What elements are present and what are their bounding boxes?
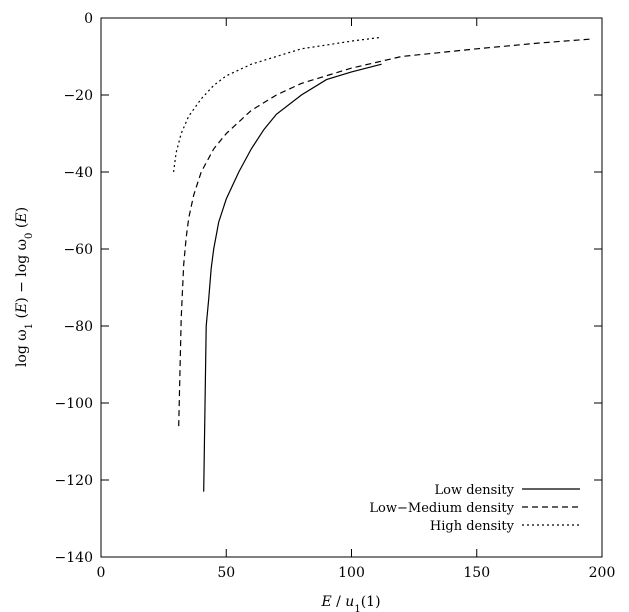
- x-tick-label: 0: [97, 565, 106, 581]
- series-line-dotted: [173, 36, 382, 173]
- y-tick-label: −140: [55, 550, 93, 566]
- y-tick-label: −120: [55, 473, 93, 489]
- legend-label: Low−Medium density: [369, 501, 514, 516]
- series-line-dashed: [178, 38, 590, 427]
- x-tick-label: 200: [589, 565, 616, 581]
- legend-label: High density: [430, 519, 515, 534]
- plot-frame: [100, 17, 603, 558]
- x-tick-label: 50: [217, 565, 235, 581]
- y-axis-label: log ω1 (E) − log ω0 (E): [14, 207, 35, 367]
- y-tick-label: −60: [63, 242, 93, 258]
- series-line-solid: [203, 63, 382, 492]
- legend: Low density Low−Medium density High densit…: [369, 483, 580, 534]
- y-tick-label: −20: [63, 88, 93, 104]
- y-tick-label: −100: [55, 396, 93, 412]
- x-axis-ticks: 0 50 100 150 200: [97, 18, 616, 581]
- y-axis-ticks: 0 −20 −40 −60 −80 −100 −120 −140: [55, 11, 602, 566]
- legend-label: Low density: [434, 483, 514, 498]
- y-tick-label: −40: [63, 165, 93, 181]
- x-axis-label: E / u1(1): [320, 594, 380, 612]
- y-tick-label: 0: [84, 11, 93, 27]
- x-tick-label: 100: [338, 565, 365, 581]
- x-tick-label: 150: [463, 565, 490, 581]
- y-tick-label: −80: [63, 319, 93, 335]
- series-lines: [173, 36, 590, 492]
